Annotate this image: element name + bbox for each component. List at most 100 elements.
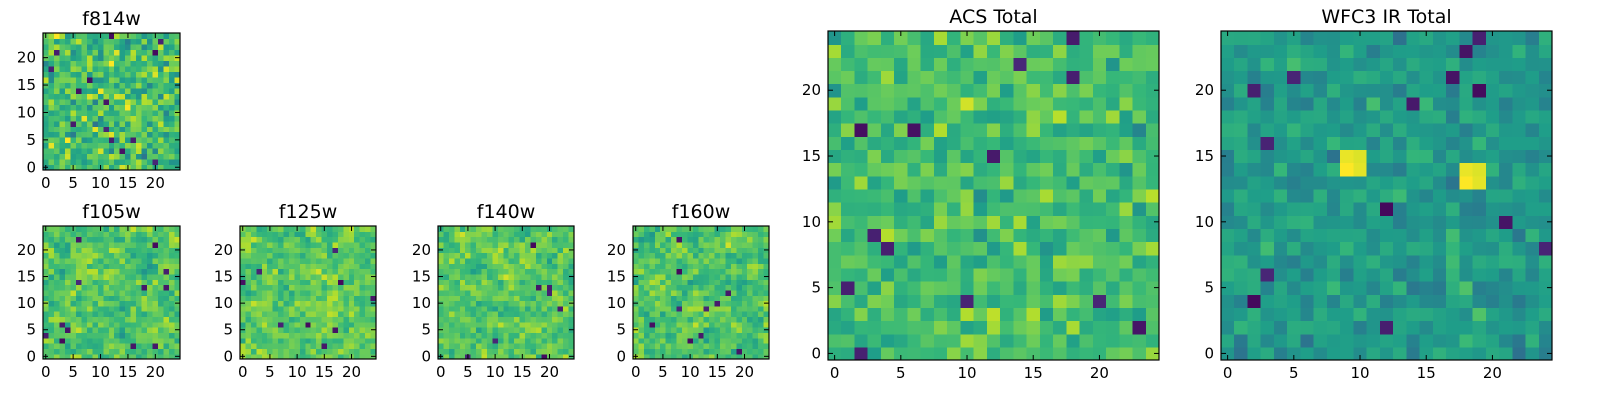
heatmap-cell xyxy=(703,263,710,270)
heatmap-cell xyxy=(1273,149,1288,164)
heatmap-cell xyxy=(633,316,640,323)
heatmap-cell xyxy=(920,96,935,111)
heatmap-cell xyxy=(81,343,88,349)
heatmap-cell xyxy=(448,348,455,355)
heatmap-cell xyxy=(103,337,110,344)
heatmap-cell xyxy=(1273,31,1288,45)
heatmap-cell xyxy=(1000,162,1014,177)
heatmap-cell xyxy=(354,247,361,254)
heatmap-cell xyxy=(508,241,515,248)
heatmap-cell xyxy=(1066,57,1081,72)
heatmap-cell xyxy=(692,300,699,307)
heatmap-cell xyxy=(557,343,564,349)
heatmap-cell xyxy=(1119,294,1134,308)
heatmap-cell xyxy=(163,82,170,89)
heatmap-cell xyxy=(130,289,137,296)
heatmap-cell xyxy=(332,316,339,323)
heatmap-cell xyxy=(147,142,154,149)
heatmap-cell xyxy=(1260,175,1275,190)
heatmap-cell xyxy=(1393,44,1407,58)
heatmap-cell xyxy=(1026,333,1041,348)
heatmap-cell xyxy=(64,49,71,56)
heatmap-cell xyxy=(327,236,334,243)
heatmap-cell xyxy=(169,273,176,280)
heatmap-cell xyxy=(147,311,154,318)
heatmap-cell xyxy=(53,65,61,72)
heatmap-cell xyxy=(321,284,328,291)
heatmap-cell xyxy=(174,38,181,45)
heatmap-cell xyxy=(256,284,263,291)
heatmap-cell xyxy=(43,257,50,264)
heatmap-cell xyxy=(114,98,121,105)
heatmap-cell xyxy=(725,305,732,312)
heatmap-cell xyxy=(354,300,361,307)
heatmap-cell xyxy=(867,333,882,348)
heatmap-cell xyxy=(48,87,55,94)
heatmap-cell xyxy=(81,273,88,280)
heatmap-cell xyxy=(92,153,99,160)
heatmap-cell xyxy=(470,337,477,344)
heatmap-cell xyxy=(158,76,165,83)
heatmap-cell xyxy=(81,236,88,243)
heatmap-cell xyxy=(1538,188,1553,203)
heatmap-cell xyxy=(514,316,521,323)
heatmap-cell xyxy=(114,327,121,333)
heatmap-cell xyxy=(649,273,656,280)
heatmap-cell xyxy=(1525,57,1540,72)
heatmap-cell xyxy=(59,131,66,138)
heatmap-cell xyxy=(75,115,82,122)
heatmap-cell xyxy=(1485,267,1500,282)
heatmap-cell xyxy=(97,279,104,286)
heatmap-cell xyxy=(299,226,306,232)
heatmap-cell xyxy=(294,289,301,296)
heatmap-cell xyxy=(299,273,306,280)
heatmap-cell xyxy=(163,226,170,232)
heatmap-cell xyxy=(321,268,328,275)
heatmap-cell xyxy=(119,321,126,328)
heatmap-cell xyxy=(64,289,71,296)
heatmap-cell xyxy=(136,284,143,291)
heatmap-cell xyxy=(245,311,252,318)
heatmap-cell xyxy=(125,115,132,122)
heatmap-cell xyxy=(443,327,450,333)
heatmap-cell xyxy=(894,281,909,295)
heatmap-cell xyxy=(108,279,115,286)
heatmap-cell xyxy=(752,327,759,333)
heatmap-cell xyxy=(75,284,82,291)
heatmap-cell xyxy=(1039,267,1054,282)
heatmap-cell xyxy=(703,305,710,312)
heatmap-cell xyxy=(476,311,483,318)
heatmap-cell xyxy=(169,247,176,254)
heatmap-cell xyxy=(1132,294,1147,308)
heatmap-cell xyxy=(108,142,115,149)
heatmap-cell xyxy=(1446,307,1460,322)
heatmap-cell xyxy=(294,231,301,238)
heatmap-cell xyxy=(125,109,132,116)
heatmap-cell xyxy=(519,327,526,333)
heatmap-cell xyxy=(169,120,176,127)
heatmap-cell xyxy=(654,236,661,243)
heatmap-cell xyxy=(1145,281,1160,295)
heatmap-cell xyxy=(880,96,895,111)
heatmap-cell xyxy=(703,332,710,339)
heatmap-cell xyxy=(158,226,165,232)
heatmap-cell xyxy=(86,247,93,254)
heatmap-cell xyxy=(321,305,328,312)
heatmap-cell xyxy=(1459,162,1474,177)
heatmap-cell xyxy=(1459,136,1474,151)
heatmap-cell xyxy=(53,295,61,302)
heatmap-cell xyxy=(1066,123,1081,137)
heatmap-cell xyxy=(514,295,521,302)
heatmap-cell xyxy=(92,305,99,312)
heatmap-cell xyxy=(1379,57,1394,72)
heatmap-cell xyxy=(1459,228,1474,243)
heatmap-cell xyxy=(465,311,472,318)
heatmap-cell xyxy=(337,231,344,238)
heatmap-cell xyxy=(1132,320,1147,335)
heatmap-cell xyxy=(1145,83,1160,98)
heatmap-cell xyxy=(758,257,765,264)
heatmap-cell xyxy=(841,96,856,111)
heatmap-cell xyxy=(867,188,882,203)
heatmap-cell xyxy=(907,162,922,177)
heatmap-cell xyxy=(1326,31,1341,45)
